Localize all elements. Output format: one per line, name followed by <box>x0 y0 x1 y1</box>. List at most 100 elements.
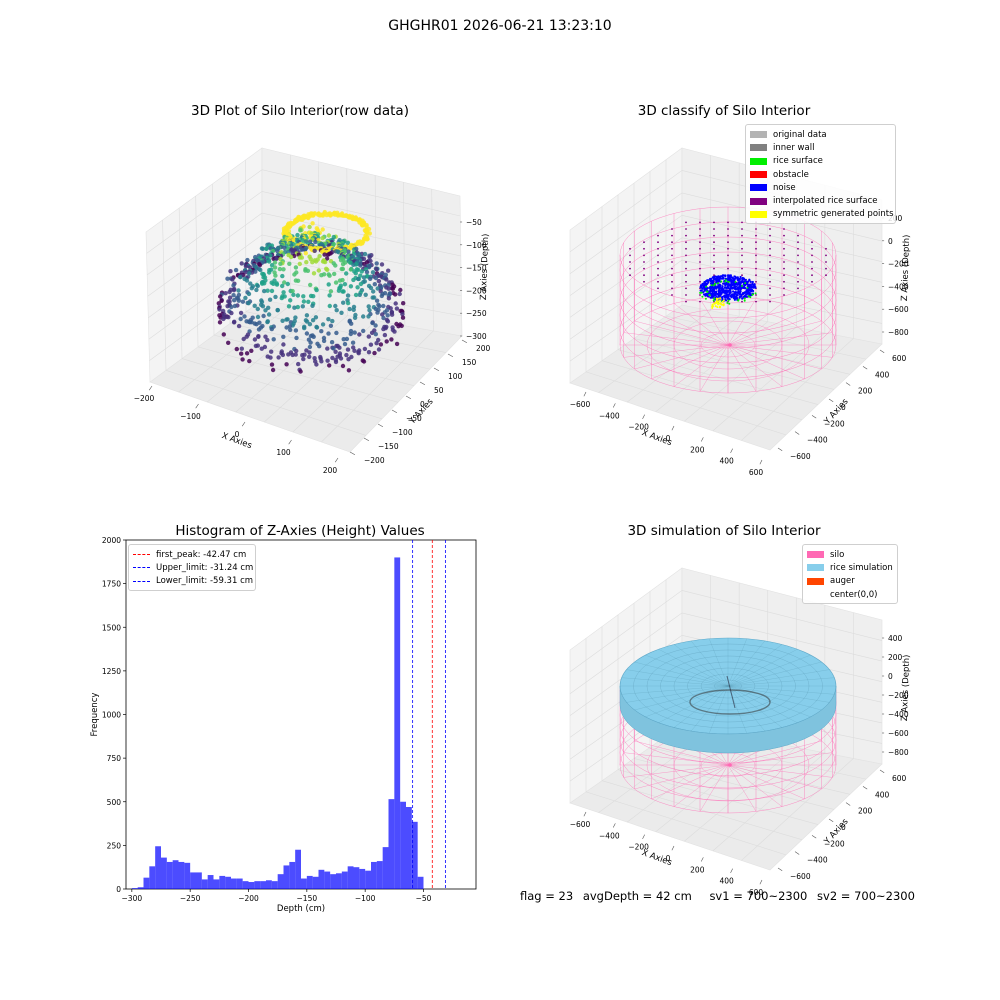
interpolated-point <box>825 261 827 263</box>
rice-mesh-line <box>727 649 798 687</box>
y-axis-tick-label: 500 <box>107 798 122 807</box>
noise-point <box>711 286 715 289</box>
data-point <box>304 331 310 336</box>
legend-swatch <box>133 567 150 569</box>
noise-point <box>726 295 729 298</box>
noise-point <box>753 285 757 288</box>
data-point <box>297 261 302 267</box>
data-point <box>346 249 351 254</box>
legend-item: noise <box>750 181 891 194</box>
data-point <box>217 307 222 312</box>
data-point <box>307 224 312 230</box>
data-point <box>310 303 315 308</box>
noise-point <box>744 278 748 281</box>
y-axis-tick <box>377 423 384 428</box>
data-point <box>340 261 346 267</box>
data-point <box>370 295 375 300</box>
noise-point <box>725 299 728 302</box>
rice-mesh-line <box>727 685 835 695</box>
noise-point <box>745 293 748 296</box>
interpolated-point <box>755 300 757 303</box>
data-point <box>225 304 230 309</box>
legend-swatch <box>750 157 767 165</box>
gridline <box>162 219 167 371</box>
rice-mesh-line <box>621 685 729 695</box>
data-point <box>219 298 224 303</box>
gridline <box>181 358 383 420</box>
data-point <box>221 332 226 337</box>
noise-point <box>705 282 708 285</box>
interpolated-point <box>643 254 645 257</box>
noise-point <box>724 296 727 299</box>
data-point <box>344 336 350 342</box>
noise-point <box>752 286 755 289</box>
figure-title: GHGHR01 2026-06-21 13:23:10 <box>388 18 612 34</box>
data-point <box>327 363 332 368</box>
data-point <box>304 319 310 324</box>
histogram-bar <box>353 867 360 889</box>
noise-point <box>707 281 710 284</box>
legend-swatch <box>750 144 767 152</box>
z-axis-tick-label: −200 <box>466 286 487 295</box>
x-axis-tick <box>759 879 763 885</box>
data-point <box>271 337 276 342</box>
x-axis-tick <box>642 834 645 840</box>
data-point <box>384 339 389 344</box>
z-axis-tick-label: −200 <box>888 691 909 700</box>
data-point <box>287 324 293 329</box>
rice-surface-point <box>724 280 727 283</box>
data-point <box>333 359 339 365</box>
interpolated-point <box>699 241 701 244</box>
x-axis-tick-label: −200 <box>238 894 259 903</box>
center-marker <box>728 763 732 767</box>
data-point <box>293 265 299 270</box>
data-point <box>298 369 303 374</box>
interpolated-point <box>713 254 715 257</box>
simulation-axes: −600−400−2000200400600−600−400−200020040… <box>569 567 912 897</box>
interpolated-point <box>741 300 743 303</box>
rice-surface-point <box>727 299 730 302</box>
data-point <box>290 288 295 294</box>
data-point <box>273 294 278 300</box>
interpolated-point <box>657 274 659 277</box>
noise-point <box>728 289 731 292</box>
histogram-bar <box>219 875 226 889</box>
y-axis-tick-label: 0 <box>420 400 425 409</box>
data-point <box>400 311 405 317</box>
gridline <box>147 212 461 297</box>
data-point <box>372 350 377 356</box>
histogram-bar <box>283 865 290 889</box>
data-point <box>321 338 327 344</box>
data-point <box>366 265 372 270</box>
rice-surface-point <box>726 301 729 304</box>
interpolated-point <box>699 247 701 250</box>
legend-label: inner wall <box>773 142 815 153</box>
rice-mesh-line <box>634 685 729 711</box>
interpolated-point <box>699 280 701 283</box>
data-point <box>333 303 338 309</box>
data-point <box>277 266 283 272</box>
legend-label: first_peak: -42.47 cm <box>156 549 247 560</box>
data-point <box>228 269 233 274</box>
data-point <box>307 322 313 327</box>
x-axis-tick-label: −600 <box>570 400 591 409</box>
y-axis-tick-label: 200 <box>858 807 873 816</box>
interpolated-point <box>727 228 729 230</box>
x-axis-tick-label: 0 <box>235 430 240 439</box>
rice-surface-point <box>754 292 757 295</box>
data-point <box>236 288 241 293</box>
simulation-legend: silo rice simulation auger center(0,0) <box>802 544 898 605</box>
data-point <box>302 247 308 252</box>
status-footer: flag = 23 avgDepth = 42 cm sv1 = 700~230… <box>520 889 921 903</box>
histogram-bar <box>213 879 220 889</box>
data-point <box>293 328 299 333</box>
noise-point <box>722 274 725 277</box>
gridline <box>178 207 183 359</box>
data-point <box>401 301 406 306</box>
noise-point <box>723 282 726 285</box>
gridline <box>165 370 367 436</box>
data-point <box>320 227 325 232</box>
data-point <box>227 295 233 300</box>
data-point <box>301 294 306 299</box>
gridline <box>741 758 854 861</box>
